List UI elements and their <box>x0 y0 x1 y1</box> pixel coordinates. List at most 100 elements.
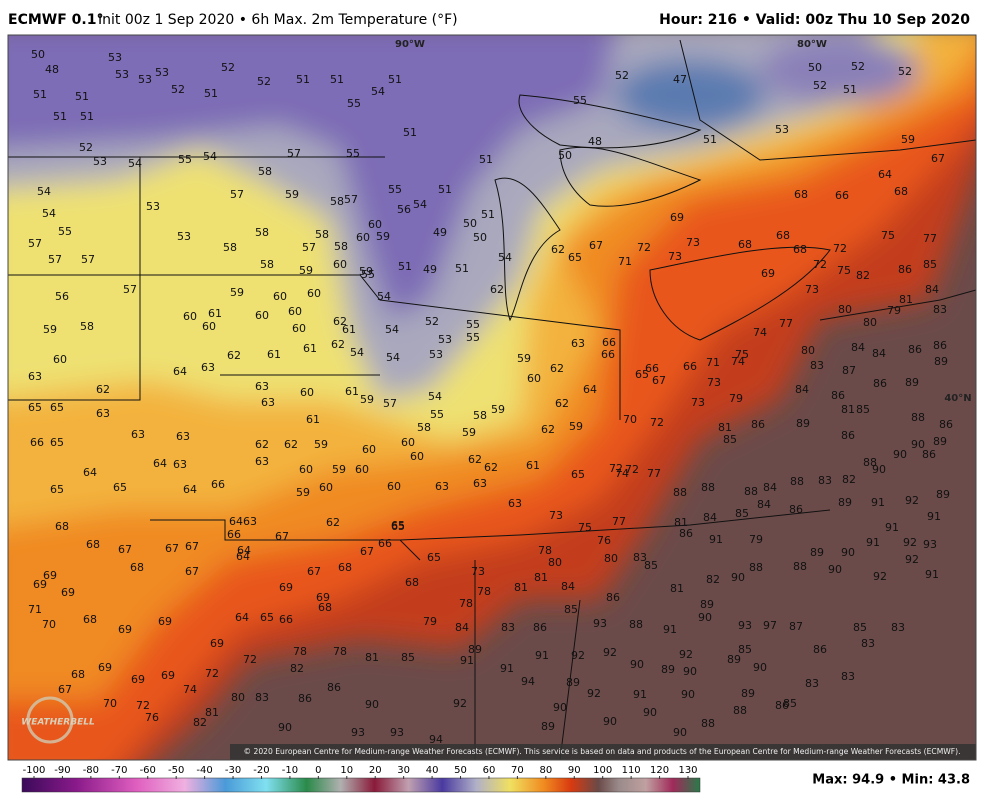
station-value: 65 <box>50 401 64 414</box>
station-value: 75 <box>578 521 592 534</box>
station-value: 90 <box>911 438 925 451</box>
station-value: 90 <box>681 688 695 701</box>
station-value: 59 <box>376 230 390 243</box>
station-value: 90 <box>753 661 767 674</box>
station-value: 86 <box>813 643 827 656</box>
station-value: 47 <box>673 73 687 86</box>
station-value: 53 <box>146 200 160 213</box>
station-value: 84 <box>795 383 809 396</box>
station-value: 60 <box>368 218 382 231</box>
station-value: 86 <box>933 339 947 352</box>
station-value: 62 <box>484 461 498 474</box>
station-value: 90 <box>630 658 644 671</box>
station-value: 67 <box>652 374 666 387</box>
station-value: 85 <box>738 643 752 656</box>
station-value: 86 <box>908 343 922 356</box>
station-value: 81 <box>718 421 732 434</box>
station-value: 68 <box>793 243 807 256</box>
colorbar-tick-label: -80 <box>83 765 99 776</box>
station-value: 62 <box>255 438 269 451</box>
station-value: 62 <box>333 315 347 328</box>
station-value: 81 <box>365 651 379 664</box>
station-value: 55 <box>430 408 444 421</box>
station-value: 86 <box>922 448 936 461</box>
station-value: 71 <box>28 603 42 616</box>
station-value: 69 <box>279 581 293 594</box>
station-value: 86 <box>533 621 547 634</box>
station-value: 49 <box>433 226 447 239</box>
station-value: 69 <box>670 211 684 224</box>
longitude-label: 80°W <box>797 39 827 50</box>
station-value: 53 <box>93 155 107 168</box>
station-value: 60 <box>319 481 333 494</box>
station-value: 72 <box>243 653 257 666</box>
station-value: 76 <box>145 711 159 724</box>
station-value: 62 <box>541 423 555 436</box>
station-value: 58 <box>334 240 348 253</box>
station-value: 70 <box>623 413 637 426</box>
station-value: 57 <box>81 253 95 266</box>
station-value: 57 <box>302 241 316 254</box>
colorbar-tick-label: 100 <box>593 765 612 776</box>
station-value: 54 <box>37 185 51 198</box>
station-value: 89 <box>796 417 810 430</box>
colorbar-tick-label: -30 <box>225 765 241 776</box>
station-value: 91 <box>927 510 941 523</box>
station-value: 82 <box>706 573 720 586</box>
station-value: 88 <box>863 456 877 469</box>
station-value: 92 <box>587 687 601 700</box>
station-value: 69 <box>316 591 330 604</box>
station-value: 51 <box>80 110 94 123</box>
station-value: 53 <box>177 230 191 243</box>
station-value: 62 <box>96 383 110 396</box>
copyright: © 2020 European Centre for Medium-range … <box>244 747 961 756</box>
station-value: 54 <box>203 150 217 163</box>
station-value: 88 <box>790 475 804 488</box>
station-value: 60 <box>527 372 541 385</box>
station-value: 64 <box>173 365 187 378</box>
station-value: 62 <box>490 283 504 296</box>
station-value: 68 <box>71 668 85 681</box>
station-value: 63 <box>176 430 190 443</box>
station-value: 61 <box>526 459 540 472</box>
station-value: 64 <box>878 168 892 181</box>
station-value: 91 <box>500 662 514 675</box>
station-value: 65 <box>391 519 405 532</box>
station-value: 66 <box>683 360 697 373</box>
station-value: 55 <box>388 183 402 196</box>
station-value: 55 <box>573 94 587 107</box>
station-value: 90 <box>603 715 617 728</box>
station-value: 93 <box>351 726 365 739</box>
station-value: 60 <box>410 450 424 463</box>
station-value: 79 <box>749 533 763 546</box>
station-value: 62 <box>227 349 241 362</box>
station-value: 81 <box>841 403 855 416</box>
station-value: 61 <box>267 348 281 361</box>
station-value: 85 <box>401 651 415 664</box>
station-value: 52 <box>813 79 827 92</box>
station-value: 67 <box>275 530 289 543</box>
station-value: 60 <box>299 463 313 476</box>
station-value: 89 <box>838 496 852 509</box>
station-value: 83 <box>501 621 515 634</box>
station-value: 84 <box>703 511 717 524</box>
station-value: 89 <box>541 720 555 733</box>
station-value: 86 <box>939 418 953 431</box>
station-value: 67 <box>307 565 321 578</box>
station-value: 92 <box>603 646 617 659</box>
station-value: 78 <box>333 645 347 658</box>
station-value: 81 <box>899 293 913 306</box>
station-value: 89 <box>700 598 714 611</box>
station-value: 89 <box>933 435 947 448</box>
station-value: 65 <box>28 401 42 414</box>
colorbar: -100 -90 -80 -70 -60 -50 -40 -30 -20 -10 0 10 20 30 40… <box>21 765 701 793</box>
station-value: 54 <box>413 198 427 211</box>
station-value: 57 <box>28 237 42 250</box>
station-value: 59 <box>296 486 310 499</box>
station-value: 86 <box>298 692 312 705</box>
station-value: 81 <box>534 571 548 584</box>
station-value: 63 <box>173 458 187 471</box>
station-value: 63 <box>243 515 257 528</box>
colorbar-tick-label: 30 <box>397 765 410 776</box>
